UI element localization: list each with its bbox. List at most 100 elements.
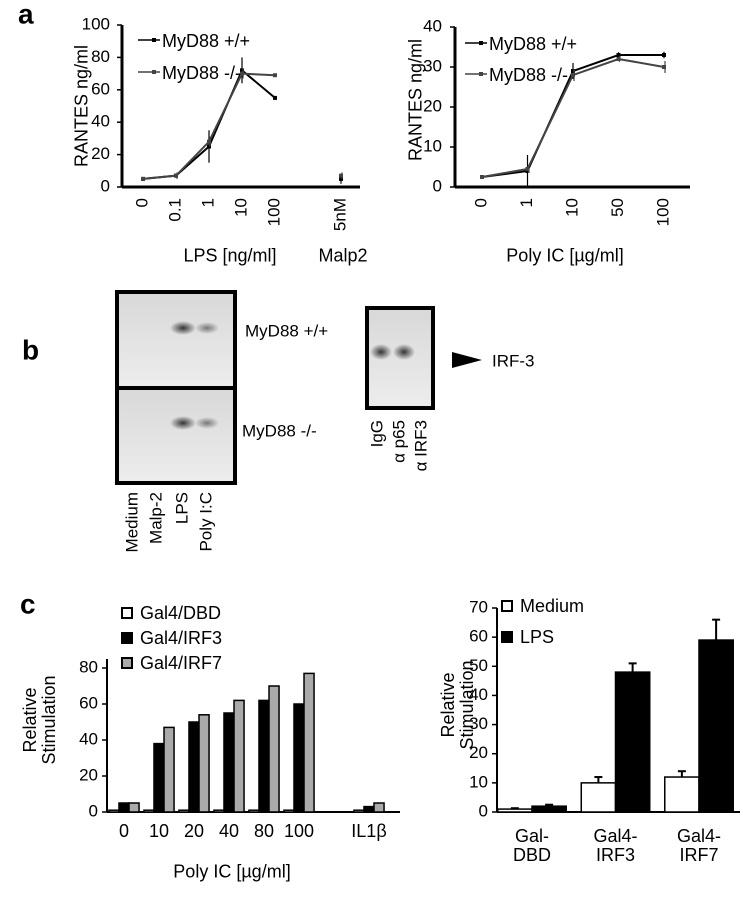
- legend-label: MyD88 -/-: [162, 63, 241, 83]
- bar: [614, 671, 651, 813]
- y-tick-label: 0: [101, 176, 110, 195]
- gel-image: [115, 290, 482, 485]
- legend-marker: [121, 632, 133, 644]
- annotation: Malp2: [318, 245, 368, 266]
- point: [339, 173, 343, 178]
- bar: [363, 805, 375, 813]
- y-axis-label: Relative Stimulation: [438, 660, 477, 750]
- x-axis-label: Poly IC [µg/ml]: [506, 245, 624, 266]
- lane-label: LPS: [172, 492, 191, 524]
- bar: [531, 805, 567, 813]
- x-tick-label: 100: [264, 198, 283, 226]
- bar: [664, 776, 700, 813]
- x-tick-label: 5nM: [330, 198, 349, 231]
- x-tick-label: IL1β: [351, 821, 386, 841]
- legend-marker: [121, 657, 133, 669]
- bar: [283, 809, 295, 813]
- x-tick-label: 100: [653, 198, 672, 226]
- bar: [353, 809, 365, 813]
- y-tick-label: 10: [423, 136, 442, 155]
- y-axis-label: Relative Stimulation: [20, 675, 59, 765]
- y-tick-label: 60: [469, 627, 488, 646]
- legend-marker: [121, 607, 133, 619]
- bar: [198, 714, 210, 813]
- y-axis-label: RANTES ng/ml: [71, 44, 92, 168]
- bar: [153, 742, 165, 813]
- bar: [580, 782, 617, 813]
- legend-label: Gal4/IRF3: [140, 628, 222, 648]
- point: [616, 57, 621, 61]
- bar: [223, 712, 235, 813]
- legend-label: MyD88 +/+: [162, 31, 250, 51]
- bar: [303, 672, 315, 813]
- y-tick-label: 20: [79, 765, 98, 784]
- y-tick-label: 0: [433, 176, 442, 195]
- bar: [213, 809, 225, 813]
- x-axis-label: LPS [ng/ml]: [183, 245, 277, 266]
- x-tick-label: 10: [562, 198, 581, 217]
- panel-label: c: [20, 588, 36, 619]
- y-tick-label: 0: [479, 801, 488, 820]
- bar: [118, 802, 130, 813]
- x-tick-label: 1: [198, 198, 217, 207]
- bar: [178, 809, 190, 813]
- y-tick-label: 80: [79, 657, 98, 676]
- bar: [143, 809, 155, 813]
- legend-marker: [479, 72, 483, 76]
- band-label: IRF-3: [492, 351, 535, 370]
- legend-marker: [479, 41, 483, 45]
- point: [273, 95, 277, 100]
- x-tick-label: 10: [231, 198, 250, 217]
- legend-label: Medium: [520, 596, 584, 616]
- point: [273, 73, 277, 78]
- x-axis-label: Poly IC [µg/ml]: [173, 861, 291, 882]
- panel-label: b: [22, 334, 39, 365]
- y-tick-label: 100: [82, 14, 110, 33]
- point: [240, 71, 244, 76]
- bar: [188, 721, 200, 813]
- point: [480, 175, 484, 179]
- x-tick-label: 0: [471, 198, 490, 207]
- x-tick-label: 1: [517, 198, 536, 207]
- x-tick-label: Gal- DBD: [512, 826, 552, 865]
- legend-marker: [152, 70, 156, 74]
- bar: [163, 726, 175, 813]
- bar: [373, 802, 385, 813]
- bar: [258, 699, 270, 813]
- gel-row-label: MyD88 -/-: [242, 421, 317, 440]
- x-tick-label: 80: [254, 821, 274, 841]
- y-tick-label: 30: [469, 714, 488, 733]
- legend-label: LPS: [520, 627, 554, 647]
- legend-marker: [152, 38, 156, 42]
- lane-label: Malp-2: [146, 492, 165, 544]
- lane-label: Poly I:C: [196, 492, 215, 552]
- panel-label: a: [18, 0, 34, 29]
- x-tick-label: 0: [132, 198, 151, 207]
- y-tick-label: 30: [423, 56, 442, 75]
- bar: [128, 802, 140, 813]
- lane-label: α p65: [389, 420, 408, 463]
- point: [141, 176, 145, 181]
- point: [174, 173, 178, 178]
- y-tick-label: 40: [79, 729, 98, 748]
- y-tick-label: 40: [423, 16, 442, 35]
- y-axis-label: RANTES ng/ml: [405, 38, 426, 162]
- bar: [233, 699, 245, 813]
- y-tick-label: 10: [469, 772, 488, 791]
- x-tick-label: 0: [119, 821, 129, 841]
- legend-label: Gal4/DBD: [140, 603, 221, 623]
- x-tick-label: 0.1: [165, 198, 184, 222]
- y-tick-label: 20: [423, 96, 442, 115]
- bar: [268, 685, 280, 813]
- y-tick-label: 60: [91, 79, 110, 98]
- y-tick-label: 40: [91, 112, 110, 131]
- bar: [698, 639, 734, 813]
- point: [571, 73, 575, 77]
- x-tick-label: Gal4- IRF3: [593, 826, 638, 865]
- y-tick-label: 40: [469, 685, 488, 704]
- x-tick-label: 40: [219, 821, 239, 841]
- gel-row-label: MyD88 +/+: [245, 321, 328, 340]
- y-tick-label: 80: [91, 47, 110, 66]
